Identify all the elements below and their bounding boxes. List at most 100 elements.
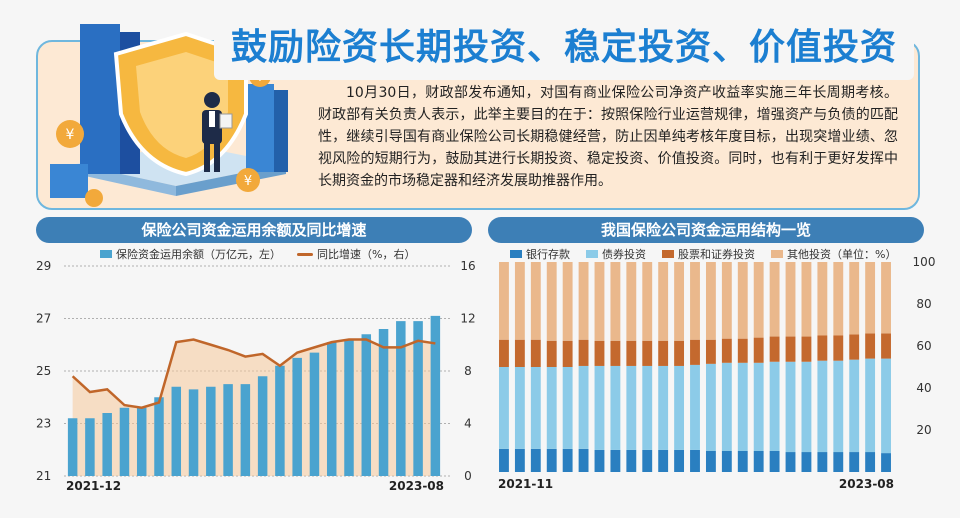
left-y-tick: 25 bbox=[36, 364, 51, 378]
structure-bar-segment bbox=[753, 451, 764, 472]
balance-bar bbox=[396, 321, 406, 476]
structure-bar-segment bbox=[562, 448, 573, 472]
structure-bar-segment bbox=[849, 334, 860, 360]
left-chart-title: 保险公司资金运用余额及同比增速 bbox=[36, 217, 472, 243]
structure-bar-segment bbox=[881, 358, 891, 454]
structure-bar-segment bbox=[562, 367, 573, 449]
svg-text:¥: ¥ bbox=[244, 174, 252, 189]
legend-label-bond: 债券投资 bbox=[602, 248, 646, 261]
coin-icon bbox=[236, 168, 260, 192]
structure-bar-segment bbox=[530, 448, 541, 472]
structure-bar-segment bbox=[881, 333, 891, 359]
structure-bar-segment bbox=[610, 365, 621, 450]
legend-label-growth: 同比增速（%，右） bbox=[317, 248, 416, 261]
structure-bar-segment bbox=[690, 339, 700, 365]
coin-stack bbox=[50, 164, 88, 198]
structure-bar-segment bbox=[705, 262, 716, 340]
structure-bar-segment bbox=[769, 451, 780, 472]
balance-bar bbox=[154, 397, 164, 476]
structure-bar-segment bbox=[705, 451, 716, 472]
right-chart: 20 40 60 80 100 2021-11 2023-08 bbox=[498, 255, 935, 491]
structure-bar-segment bbox=[499, 339, 509, 367]
coin-icon bbox=[56, 120, 84, 148]
right-y-tick: 60 bbox=[916, 339, 931, 353]
structure-bar-segment bbox=[801, 361, 812, 453]
structure-bar-segment bbox=[514, 367, 525, 449]
structure-bar-segment bbox=[737, 362, 748, 451]
balance-bar bbox=[136, 407, 147, 476]
structure-bar-segment bbox=[785, 452, 796, 472]
structure-bar-segment bbox=[785, 336, 796, 362]
legend-label-stock: 股票和证券投资 bbox=[678, 248, 755, 261]
structure-bar-segment bbox=[642, 340, 653, 366]
balance-bar bbox=[292, 357, 302, 476]
balance-bar bbox=[188, 389, 199, 476]
balance-bar bbox=[275, 365, 285, 476]
structure-bar-segment bbox=[530, 262, 541, 340]
structure-bar-segment bbox=[674, 262, 685, 341]
page-title: 鼓励险资长期投资、稳定投资、价值投资 bbox=[214, 16, 914, 80]
structure-bar-segment bbox=[658, 262, 669, 341]
structure-bar-segment bbox=[849, 262, 860, 335]
balance-bar bbox=[206, 386, 216, 476]
structure-bar-segment bbox=[705, 339, 716, 364]
structure-bar-segment bbox=[626, 449, 637, 472]
structure-bar-segment bbox=[737, 451, 748, 472]
building-block-side bbox=[274, 90, 288, 172]
balance-bar bbox=[378, 329, 389, 476]
legend-item-other: 其他投资（单位：%） bbox=[771, 246, 896, 262]
intro-paragraph: 10月30日，财政部发布通知，对国有商业保险公司净资产收益率实施三年长周期考核。… bbox=[318, 85, 898, 189]
structure-bar-segment bbox=[817, 452, 828, 472]
structure-bar-segment bbox=[546, 367, 557, 449]
legend-item-growth: 同比增速（%，右） bbox=[297, 246, 415, 262]
structure-bar-segment bbox=[705, 363, 716, 451]
structure-bar-segment bbox=[881, 453, 891, 472]
building-tower bbox=[80, 24, 120, 174]
structure-bar-segment bbox=[817, 262, 828, 336]
balance-bar bbox=[171, 386, 182, 476]
businessman-head bbox=[204, 92, 220, 108]
growth-line bbox=[71, 338, 436, 410]
balance-bar bbox=[223, 384, 233, 476]
legend-swatch-other bbox=[771, 250, 783, 258]
legend-item-stock: 股票和证券投资 bbox=[662, 246, 755, 262]
structure-bar-segment bbox=[658, 340, 669, 366]
balance-bar bbox=[67, 418, 78, 476]
right-y-tick: 0 bbox=[464, 469, 472, 483]
structure-bar-segment bbox=[769, 262, 780, 337]
structure-bar-segment bbox=[849, 452, 860, 472]
structure-bar-segment bbox=[514, 339, 525, 367]
structure-bar-segment bbox=[626, 262, 637, 341]
structure-bar-segment bbox=[721, 338, 732, 363]
right-y-tick: 40 bbox=[916, 381, 931, 395]
x-end-label: 2023-08 bbox=[389, 479, 444, 493]
structure-bar-segment bbox=[674, 340, 685, 366]
structure-bar-segment bbox=[658, 365, 669, 450]
structure-bar-segment bbox=[785, 361, 796, 453]
structure-bar-segment bbox=[690, 364, 700, 450]
balance-bar bbox=[119, 407, 130, 476]
structure-bar-segment bbox=[546, 262, 557, 341]
x-end-label: 2023-08 bbox=[839, 477, 894, 491]
structure-bar-segment bbox=[626, 340, 637, 366]
structure-bar-segment bbox=[546, 340, 557, 367]
structure-bar-segment bbox=[785, 262, 796, 337]
balance-bar bbox=[326, 342, 337, 476]
right-y-tick: 20 bbox=[916, 423, 931, 437]
finance-illustration: ¥ ¥ ¥ bbox=[50, 24, 288, 207]
structure-bar-segment bbox=[833, 360, 844, 453]
structure-bar-segment bbox=[674, 365, 685, 450]
left-chart: 21 23 25 27 29 0 4 8 12 16 2021-12 2023-08 bbox=[36, 259, 476, 493]
businessman-leg bbox=[214, 142, 220, 172]
structure-bar-segment bbox=[769, 361, 780, 451]
legend-swatch-bond bbox=[586, 250, 598, 258]
right-y-tick: 100 bbox=[913, 255, 936, 269]
structure-bar-segment bbox=[514, 448, 525, 472]
structure-bar-segment bbox=[865, 358, 876, 453]
structure-bar-segment bbox=[833, 335, 844, 361]
structure-bar-segment bbox=[642, 365, 653, 450]
legend-label-deposit: 银行存款 bbox=[526, 248, 570, 261]
left-y-tick: 29 bbox=[36, 259, 51, 273]
balance-bar bbox=[309, 352, 320, 476]
structure-bar-segment bbox=[801, 452, 812, 472]
